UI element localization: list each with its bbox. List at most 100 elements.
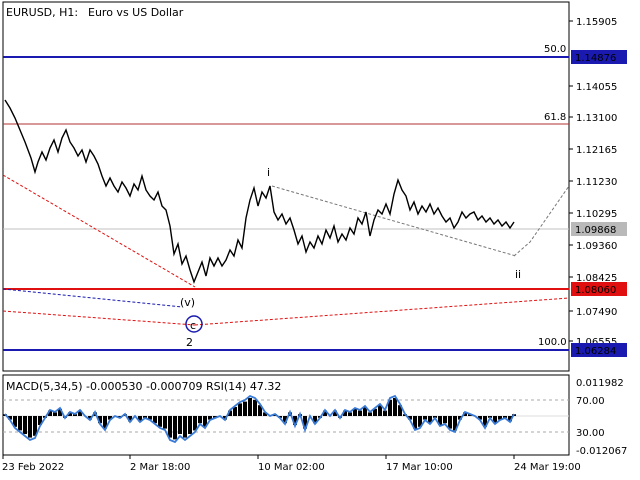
macd-bar <box>213 416 217 418</box>
macd-bar <box>103 416 107 429</box>
macd-bar <box>343 410 347 416</box>
fib-label-61-8: 61.8 <box>544 112 566 123</box>
macd-bar <box>423 416 427 420</box>
price-tag-support <box>571 282 627 296</box>
macd-bar <box>68 412 72 416</box>
macd-bar <box>233 407 237 416</box>
macd-bar <box>358 410 362 416</box>
macd-bar <box>448 416 452 429</box>
time-axis: 23 Feb 2022 2 Mar 18:00 10 Mar 02:00 17 … <box>2 455 581 473</box>
macd-bar <box>188 416 192 434</box>
macd-bar <box>408 416 412 420</box>
macd-bar <box>378 405 382 416</box>
macd-bar <box>483 416 487 427</box>
wave-dashed-blue <box>2 288 183 308</box>
rsi-line <box>4 394 515 444</box>
wave-label-2: 2 <box>186 336 193 349</box>
macd-bar <box>248 398 252 416</box>
macd-bar <box>158 416 162 427</box>
wave-dashed-channel <box>271 185 517 257</box>
time-tick: 23 Feb 2022 <box>2 462 64 473</box>
macd-bar <box>493 416 497 424</box>
macd-bar <box>463 412 467 416</box>
macd-bar <box>48 410 52 416</box>
macd-bar <box>418 416 422 427</box>
indicator-title: MACD(5,34,5) -0.000530 -0.000709 RSI(14)… <box>6 380 281 393</box>
macd-bar <box>398 405 402 416</box>
macd-bar <box>168 416 172 438</box>
price-series-line <box>4 99 515 285</box>
macd-bar <box>363 407 367 416</box>
price-tick: 1.14055 <box>576 82 617 93</box>
fib-label-50: 50.0 <box>544 44 566 55</box>
chart-description: Euro vs US Dollar <box>88 6 184 19</box>
macd-bar <box>23 416 27 434</box>
price-tag-50-text: 1.14876 <box>575 53 616 64</box>
indicator-tick: 70.00 <box>576 396 605 407</box>
macd-bar <box>53 412 57 416</box>
macd-bar <box>413 416 417 429</box>
fib-label-100: 100.0 <box>538 337 567 348</box>
macd-bar <box>88 416 92 420</box>
macd-bar <box>353 408 357 416</box>
macd-bar <box>128 416 132 422</box>
macd-bar <box>438 416 442 425</box>
wave-circle-c <box>185 315 203 333</box>
macd-bar <box>58 408 62 416</box>
macd-bar <box>368 412 372 416</box>
macd-bar <box>498 416 502 420</box>
macd-bar <box>428 416 432 424</box>
price-tick: 1.12165 <box>576 145 617 156</box>
price-tag-100 <box>571 343 627 357</box>
price-tag-100-text: 1.06284 <box>575 346 616 357</box>
macd-bar <box>178 416 182 434</box>
wave-label-c: c <box>190 319 196 332</box>
wave-dashed-red-3 <box>194 297 570 326</box>
macd-bar <box>238 403 242 416</box>
price-tick: 1.10295 <box>576 209 617 220</box>
macd-bar <box>443 416 447 424</box>
current-price-tag-text: 1.09868 <box>575 225 616 236</box>
price-tick: 1.06555 <box>576 337 617 348</box>
macd-bar <box>373 408 377 416</box>
macd-bar <box>193 416 197 431</box>
macd-bar <box>78 410 82 416</box>
macd-bar <box>263 412 267 416</box>
macd-bar <box>228 410 232 416</box>
macd-bar <box>208 416 212 420</box>
macd-bar <box>333 410 337 416</box>
macd-bar <box>13 416 17 427</box>
price-tick: 1.08425 <box>576 273 617 284</box>
macd-bar <box>508 416 512 422</box>
macd-histogram <box>3 398 516 440</box>
macd-bar <box>453 416 457 431</box>
macd-bar <box>293 416 297 425</box>
time-tick: 17 Mar 10:00 <box>386 462 453 473</box>
macd-bar <box>283 416 287 424</box>
macd-bar <box>388 399 392 416</box>
macd-bar <box>323 410 327 416</box>
chart-symbol: EURUSD, H1: <box>6 6 78 19</box>
macd-bar <box>203 416 207 427</box>
macd-bar <box>173 416 177 440</box>
price-tick: 1.11230 <box>576 177 617 188</box>
macd-bar <box>383 410 387 416</box>
macd-bar <box>223 416 227 420</box>
wave-dashed-red-1 <box>2 174 196 288</box>
macd-bar <box>503 416 507 418</box>
macd-bar <box>138 416 142 422</box>
price-tick: 1.13100 <box>576 113 617 124</box>
macd-bar <box>303 416 307 429</box>
macd-bar <box>313 416 317 424</box>
macd-bar <box>243 401 247 416</box>
time-tick: 2 Mar 18:00 <box>130 462 190 473</box>
macd-bar <box>148 416 152 420</box>
time-tick: 24 Mar 19:00 <box>514 462 581 473</box>
price-tag-50 <box>571 50 627 64</box>
macd-bar <box>183 416 187 438</box>
price-panel-frame <box>2 1 570 372</box>
macd-bar <box>478 416 482 420</box>
macd-bar <box>198 416 202 424</box>
macd-bar <box>253 399 257 416</box>
